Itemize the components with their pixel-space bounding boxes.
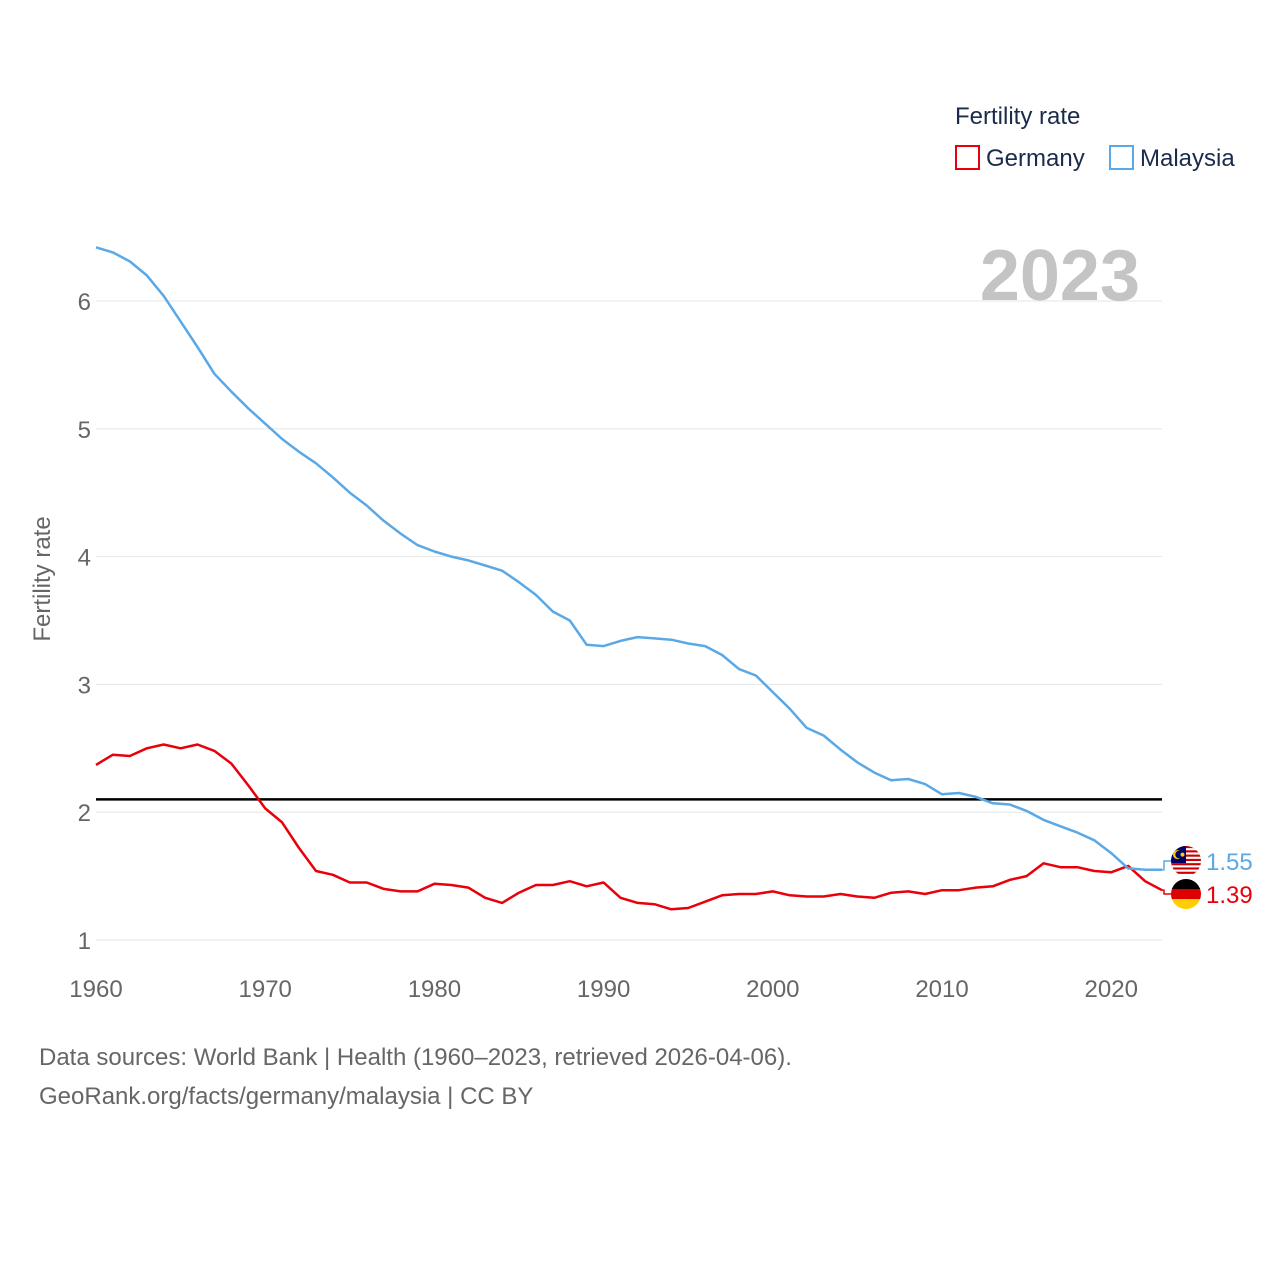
malaysia-flag-icon	[1171, 846, 1201, 876]
x-tick-label-2020: 2020	[1085, 976, 1138, 1003]
series-line-germany	[95, 743, 1163, 911]
y-tick-label-2: 2	[78, 800, 91, 827]
legend-label-malaysia: Malaysia	[1140, 145, 1235, 172]
germany-flag-icon	[1171, 879, 1201, 909]
legend-swatch-germany	[955, 145, 980, 170]
x-tick-label-1970: 1970	[239, 976, 292, 1003]
end-labels: 1.55 1.39	[1162, 846, 1253, 909]
legend-swatch-malaysia	[1109, 145, 1134, 170]
legend: Fertility rate Germany Malaysia	[955, 103, 1235, 172]
legend-title: Fertility rate	[955, 103, 1080, 130]
y-tick-label-1: 1	[78, 928, 91, 955]
footer-credit: GeoRank.org/facts/germany/malaysia | CC …	[39, 1083, 534, 1110]
legend-item-germany[interactable]: Germany	[955, 145, 1085, 172]
end-label-malaysia: 1.55	[1162, 846, 1253, 876]
end-value-germany: 1.39	[1206, 882, 1253, 909]
x-axis: 1960 1970 1980 1990 2000 2010 2020	[69, 976, 1138, 1003]
x-tick-label-1960: 1960	[69, 976, 122, 1003]
y-tick-label-3: 3	[78, 672, 91, 699]
x-tick-label-1980: 1980	[408, 976, 461, 1003]
grid	[96, 300, 1162, 941]
y-tick-label-5: 5	[78, 417, 91, 444]
legend-label-germany: Germany	[986, 145, 1085, 172]
y-tick-label-4: 4	[78, 545, 91, 572]
end-value-malaysia: 1.55	[1206, 849, 1253, 876]
end-connector-germany	[1162, 889, 1172, 895]
legend-items: Germany Malaysia	[955, 145, 1235, 172]
legend-item-malaysia[interactable]: Malaysia	[1109, 145, 1235, 172]
y-tick-label-6: 6	[78, 289, 91, 316]
end-connector-malaysia	[1162, 860, 1172, 871]
x-tick-label-2000: 2000	[746, 976, 799, 1003]
y-axis: 1 2 3 4 5 6	[78, 289, 91, 955]
x-tick-label-1990: 1990	[577, 976, 630, 1003]
y-axis-title: Fertility rate	[29, 516, 56, 641]
end-label-germany: 1.39	[1162, 879, 1253, 909]
series-group	[95, 246, 1163, 911]
series-line-malaysia	[95, 246, 1162, 871]
x-tick-label-2010: 2010	[915, 976, 968, 1003]
year-watermark: 2023	[980, 236, 1140, 316]
footer-sources: Data sources: World Bank | Health (1960–…	[39, 1044, 792, 1071]
